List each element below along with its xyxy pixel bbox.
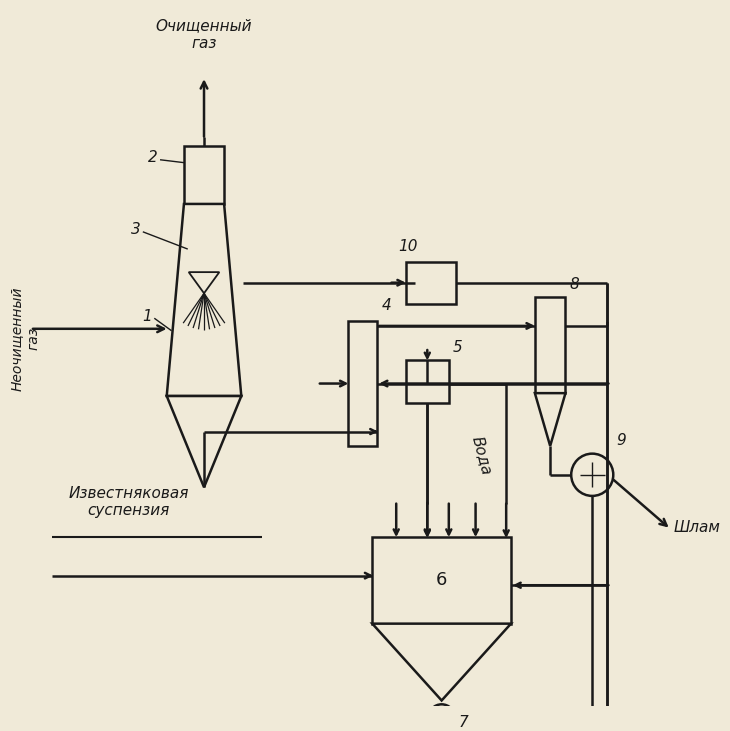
Text: 3: 3 <box>131 222 141 238</box>
Bar <box>406 262 456 304</box>
Polygon shape <box>166 396 242 488</box>
Text: Неочищенный
газ: Неочищенный газ <box>10 286 40 390</box>
Circle shape <box>429 705 455 731</box>
Polygon shape <box>166 204 242 396</box>
Text: 6: 6 <box>436 572 447 589</box>
Bar <box>535 297 566 393</box>
Text: 1: 1 <box>142 308 153 324</box>
Text: Шлам: Шлам <box>674 520 721 535</box>
Polygon shape <box>535 393 566 446</box>
Polygon shape <box>189 272 219 293</box>
Text: Известняковая
суспензия: Известняковая суспензия <box>69 485 188 518</box>
Text: 8: 8 <box>569 277 579 292</box>
Text: 5: 5 <box>453 340 462 355</box>
Text: 7: 7 <box>459 715 469 730</box>
Circle shape <box>571 454 613 496</box>
Text: 4: 4 <box>382 298 391 314</box>
Bar <box>372 537 511 624</box>
Text: 2: 2 <box>148 151 158 165</box>
Bar <box>348 321 377 446</box>
Bar <box>184 146 224 204</box>
Text: 10: 10 <box>398 239 418 254</box>
Text: Вода: Вода <box>470 434 495 477</box>
Text: 9: 9 <box>616 433 626 448</box>
Bar <box>406 360 449 403</box>
Text: Очищенный
газ: Очищенный газ <box>155 18 253 51</box>
Polygon shape <box>372 624 511 700</box>
